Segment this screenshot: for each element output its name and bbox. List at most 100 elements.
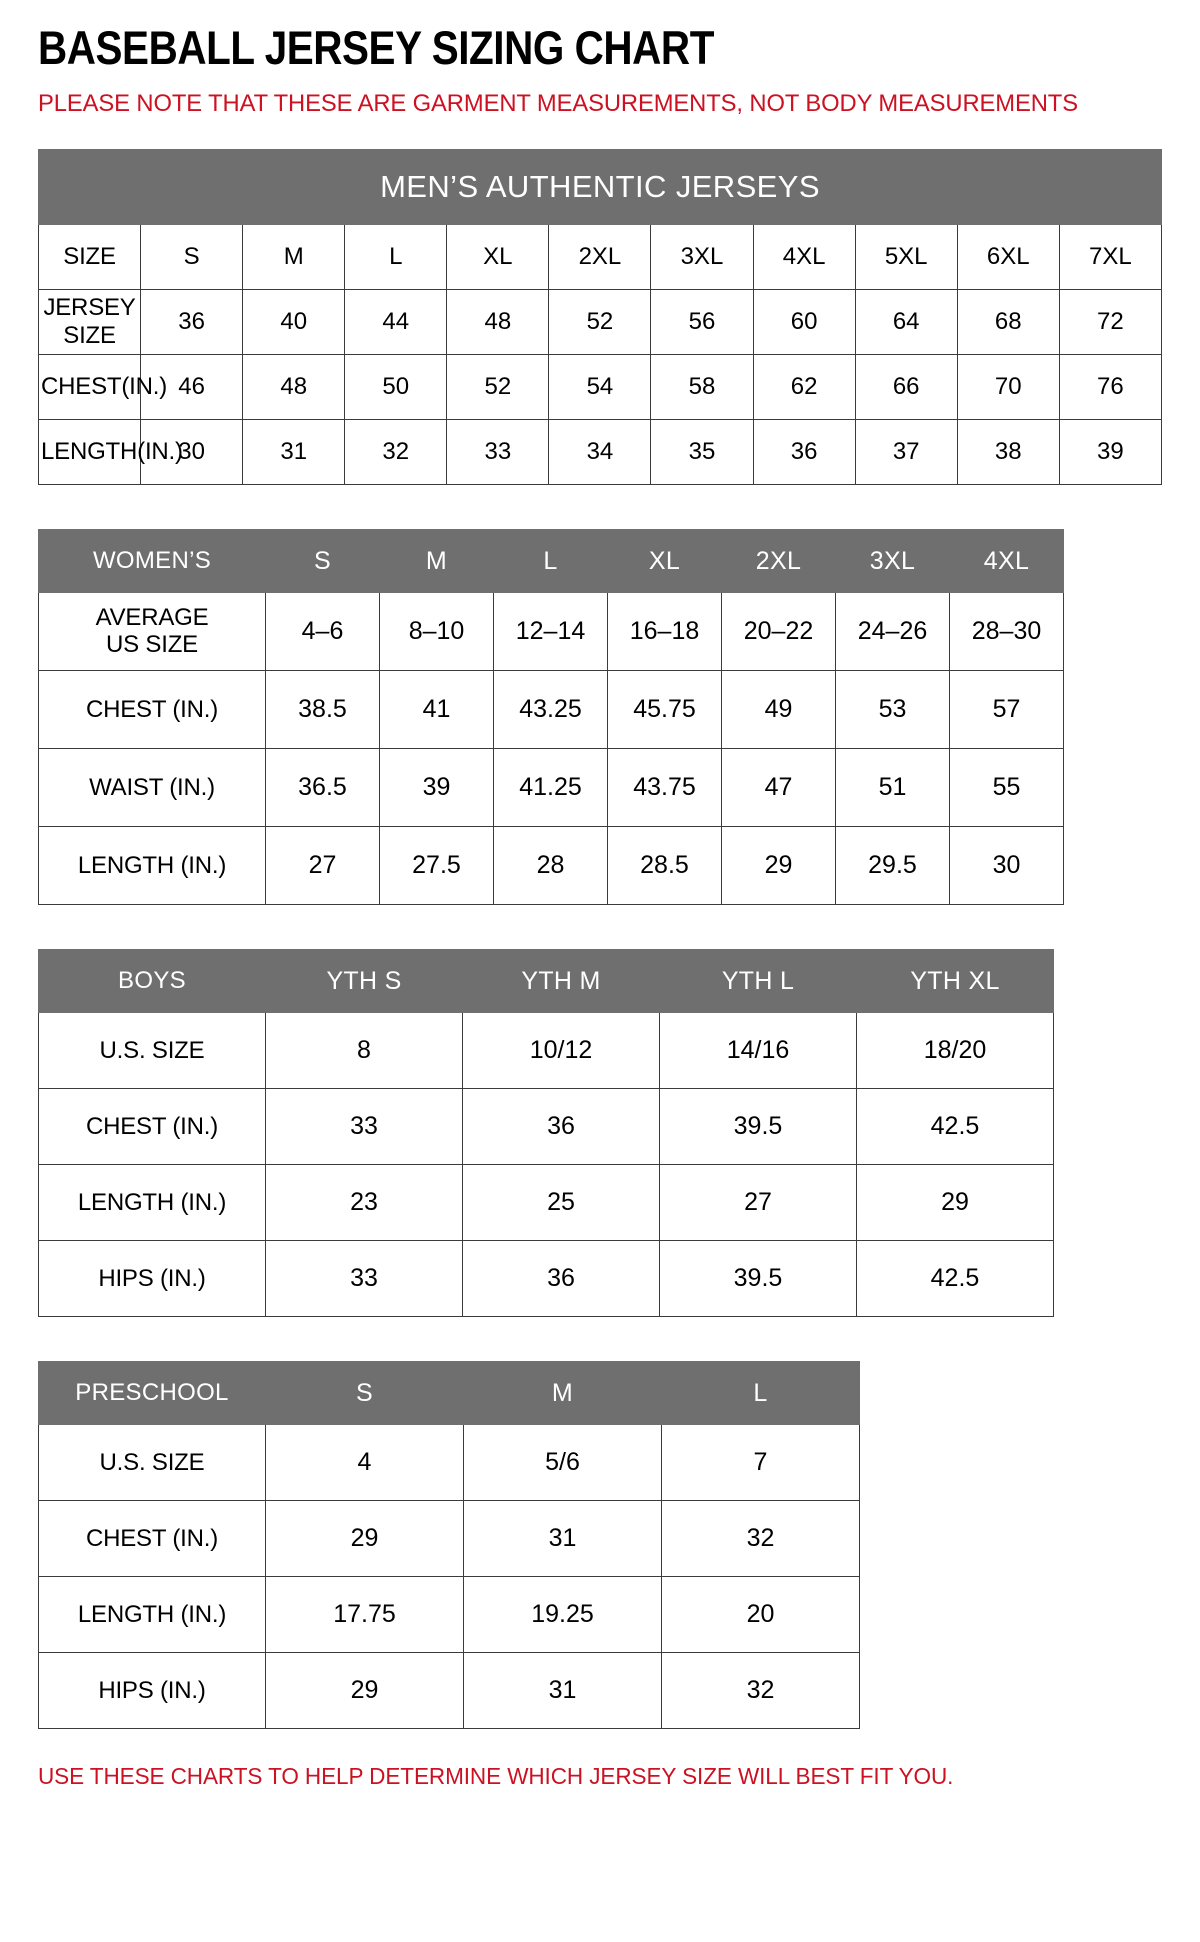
table-cell: 64 bbox=[854, 289, 958, 356]
table-cell: 48 bbox=[242, 354, 346, 421]
table-cell: 20–22 bbox=[721, 592, 836, 672]
table-cell: 32 bbox=[661, 1500, 860, 1578]
preschool-col-header-l: L bbox=[661, 1361, 860, 1426]
table-cell: 54 bbox=[548, 354, 652, 421]
mens-col-header-5xl: 5XL bbox=[854, 224, 958, 291]
table-row: LENGTH (IN.) 23 25 27 29 bbox=[38, 1164, 1054, 1242]
table-row: CHEST (IN.) 38.5 41 43.25 45.75 49 53 57 bbox=[38, 670, 1064, 750]
table-cell: 14/16 bbox=[659, 1012, 857, 1090]
boys-row-label-length: LENGTH (IN.) bbox=[38, 1164, 266, 1242]
boys-col-header-yth-m: YTH M bbox=[462, 949, 660, 1014]
table-cell: 34 bbox=[548, 419, 652, 486]
use-charts-footer-note: USE THESE CHARTS TO HELP DETERMINE WHICH… bbox=[38, 1763, 954, 1790]
table-cell: 29 bbox=[721, 826, 836, 906]
garment-measurement-note: PLEASE NOTE THAT THESE ARE GARMENT MEASU… bbox=[38, 89, 1078, 117]
table-cell: 33 bbox=[265, 1240, 463, 1318]
boys-col-header-yth-l: YTH L bbox=[659, 949, 857, 1014]
preschool-row-label-length: LENGTH (IN.) bbox=[38, 1576, 266, 1654]
table-cell: 27 bbox=[659, 1164, 857, 1242]
table-cell: 68 bbox=[956, 289, 1060, 356]
mens-row-label-length: LENGTH(IN.) bbox=[37, 419, 183, 486]
table-cell: 12–14 bbox=[493, 592, 608, 672]
table-cell: 70 bbox=[956, 354, 1060, 421]
table-row: AVERAGE US SIZE 4–6 8–10 12–14 16–18 20–… bbox=[38, 592, 1064, 672]
table-cell: 38.5 bbox=[265, 670, 380, 750]
preschool-col-header-m: M bbox=[463, 1361, 662, 1426]
table-row: HIPS (IN.) 33 36 39.5 42.5 bbox=[38, 1240, 1054, 1318]
table-cell: 28.5 bbox=[607, 826, 722, 906]
table-row: HIPS (IN.) 29 31 32 bbox=[38, 1652, 860, 1730]
table-row: CHEST(IN.) 46 48 50 52 54 58 62 66 70 76 bbox=[37, 354, 1163, 421]
table-cell: 33 bbox=[446, 419, 550, 486]
preschool-col-header-s: S bbox=[265, 1361, 464, 1426]
table-cell: 23 bbox=[265, 1164, 463, 1242]
table-cell: 17.75 bbox=[265, 1576, 464, 1654]
page-title: BASEBALL JERSEY SIZING CHART bbox=[38, 21, 714, 74]
table-cell: 48 bbox=[446, 289, 550, 356]
table-cell: 52 bbox=[548, 289, 652, 356]
mens-col-header-3xl: 3XL bbox=[650, 224, 754, 291]
mens-col-header-xl: XL bbox=[446, 224, 550, 291]
table-cell: 36.5 bbox=[265, 748, 380, 828]
womens-jerseys-table: WOMEN’S S M L XL 2XL 3XL 4XL AVERAGE US … bbox=[38, 529, 1064, 906]
table-cell: 27 bbox=[265, 826, 380, 906]
table-cell: 35 bbox=[650, 419, 754, 486]
table-row: JERSEY SIZE 36 40 44 48 52 56 60 64 68 7… bbox=[37, 289, 1163, 356]
womens-col-header-womens: WOMEN’S bbox=[38, 529, 266, 594]
boys-col-header-boys: BOYS bbox=[38, 949, 266, 1014]
womens-col-header-xl: XL bbox=[607, 529, 722, 594]
boys-youth-jerseys-table: BOYS YTH S YTH M YTH L YTH XL U.S. SIZE … bbox=[38, 949, 1054, 1318]
preschool-row-label-chest: CHEST (IN.) bbox=[38, 1500, 266, 1578]
womens-col-header-l: L bbox=[493, 529, 608, 594]
preschool-row-label-us-size: U.S. SIZE bbox=[38, 1424, 266, 1502]
table-row: CHEST (IN.) 33 36 39.5 42.5 bbox=[38, 1088, 1054, 1166]
table-cell: 25 bbox=[462, 1164, 660, 1242]
table-cell: 42.5 bbox=[856, 1088, 1054, 1166]
mens-col-header-2xl: 2XL bbox=[548, 224, 652, 291]
table-cell: 33 bbox=[265, 1088, 463, 1166]
table-row: LENGTH (IN.) 17.75 19.25 20 bbox=[38, 1576, 860, 1654]
table-row: U.S. SIZE 8 10/12 14/16 18/20 bbox=[38, 1012, 1054, 1090]
womens-col-header-m: M bbox=[379, 529, 494, 594]
table-cell: 36 bbox=[140, 289, 244, 356]
table-cell: 41 bbox=[379, 670, 494, 750]
mens-authentic-jerseys-table: MEN’S AUTHENTIC JERSEYS SIZE S M L XL 2X… bbox=[37, 149, 1163, 486]
table-cell: 29.5 bbox=[835, 826, 950, 906]
table-cell: 66 bbox=[854, 354, 958, 421]
womens-row-label-average-us-size: AVERAGE US SIZE bbox=[38, 592, 266, 672]
table-cell: 32 bbox=[344, 419, 448, 486]
table-cell: 62 bbox=[752, 354, 856, 421]
table-cell: 50 bbox=[344, 354, 448, 421]
boys-col-header-yth-xl: YTH XL bbox=[856, 949, 1054, 1014]
table-cell: 32 bbox=[661, 1652, 860, 1730]
boys-row-label-hips: HIPS (IN.) bbox=[38, 1240, 266, 1318]
table-cell: 39 bbox=[1058, 419, 1163, 486]
preschool-size-header-row: PRESCHOOL S M L bbox=[38, 1361, 860, 1426]
preschool-row-label-hips: HIPS (IN.) bbox=[38, 1652, 266, 1730]
table-cell: 8–10 bbox=[379, 592, 494, 672]
boys-col-header-yth-s: YTH S bbox=[265, 949, 463, 1014]
table-cell: 60 bbox=[752, 289, 856, 356]
table-cell: 36 bbox=[752, 419, 856, 486]
mens-col-header-7xl: 7XL bbox=[1058, 224, 1163, 291]
table-cell: 20 bbox=[661, 1576, 860, 1654]
womens-label-line-2: US SIZE bbox=[106, 630, 198, 658]
table-cell: 51 bbox=[835, 748, 950, 828]
table-row: CHEST (IN.) 29 31 32 bbox=[38, 1500, 860, 1578]
table-cell: 27.5 bbox=[379, 826, 494, 906]
table-cell: 39.5 bbox=[659, 1240, 857, 1318]
table-cell: 5/6 bbox=[463, 1424, 662, 1502]
womens-col-header-2xl: 2XL bbox=[721, 529, 836, 594]
table-row: LENGTH(IN.) 30 31 32 33 34 35 36 37 38 3… bbox=[37, 419, 1163, 486]
boys-row-label-us-size: U.S. SIZE bbox=[38, 1012, 266, 1090]
table-cell: 31 bbox=[242, 419, 346, 486]
table-cell: 29 bbox=[265, 1652, 464, 1730]
table-cell: 43.25 bbox=[493, 670, 608, 750]
womens-row-label-length: LENGTH (IN.) bbox=[38, 826, 266, 906]
table-row: WAIST (IN.) 36.5 39 41.25 43.75 47 51 55 bbox=[38, 748, 1064, 828]
table-cell: 49 bbox=[721, 670, 836, 750]
mens-size-header-row: SIZE S M L XL 2XL 3XL 4XL 5XL 6XL 7XL bbox=[37, 224, 1163, 291]
table-row: U.S. SIZE 4 5/6 7 bbox=[38, 1424, 860, 1502]
table-cell: 45.75 bbox=[607, 670, 722, 750]
